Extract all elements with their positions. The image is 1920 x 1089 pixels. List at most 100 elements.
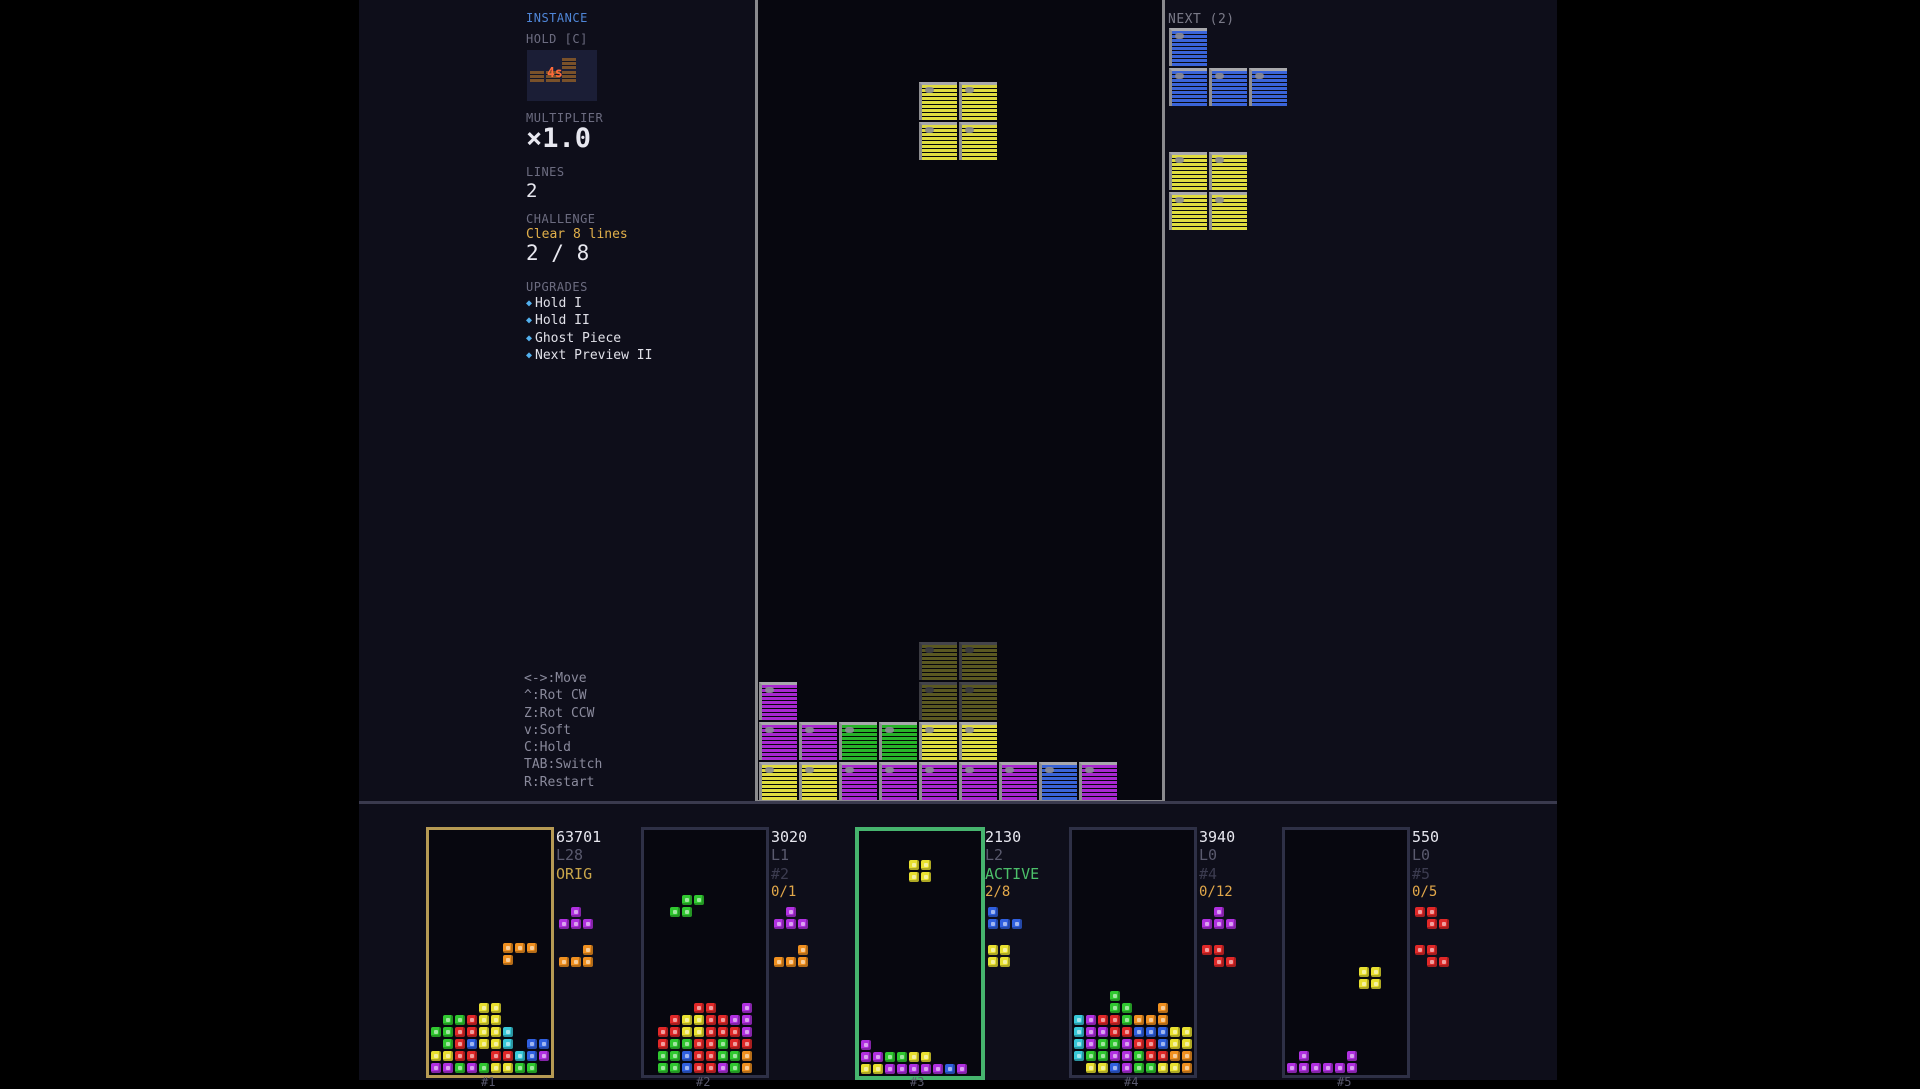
mini-next-block: [1214, 945, 1224, 955]
locked-block: [919, 722, 957, 760]
mini-block: [1086, 1039, 1096, 1049]
locked-block: [799, 762, 837, 800]
mini-next-block: [1427, 919, 1437, 929]
mini-block: [479, 1027, 489, 1037]
instance-tag: #4: [1199, 865, 1218, 883]
mini-block: [443, 1039, 453, 1049]
main-board[interactable]: [755, 0, 1165, 803]
mini-block: [694, 895, 704, 905]
mini-block: [1158, 1003, 1168, 1013]
mini-next-block: [1427, 907, 1437, 917]
mini-block: [503, 943, 513, 953]
mini-block: [694, 1027, 704, 1037]
mini-block: [503, 1027, 513, 1037]
mini-block: [503, 1039, 513, 1049]
instance-score: 3940: [1199, 828, 1236, 846]
mini-block: [1158, 1039, 1168, 1049]
instance-number: #5: [1337, 1075, 1352, 1089]
mini-block: [1110, 1027, 1120, 1037]
mini-block: [1359, 967, 1369, 977]
mini-block: [1134, 1051, 1144, 1061]
mini-block: [718, 1039, 728, 1049]
mini-block: [909, 860, 919, 870]
mini-block: [718, 1063, 728, 1073]
falling-block: [959, 122, 997, 160]
mini-block: [885, 1052, 895, 1062]
instance-board-5[interactable]: [1282, 827, 1410, 1078]
instance-board-4[interactable]: [1069, 827, 1197, 1078]
mini-block: [491, 1003, 501, 1013]
mini-next-block: [1000, 919, 1010, 929]
hold-box[interactable]: 4s: [527, 50, 597, 101]
divider: [359, 801, 1557, 804]
mini-block: [1335, 1063, 1345, 1073]
hold-label: HOLD [C]: [526, 32, 588, 46]
next-piece-block: [1249, 68, 1287, 106]
mini-block: [658, 1051, 668, 1061]
locked-block: [1079, 762, 1117, 800]
mini-block: [1098, 1027, 1108, 1037]
upgrade-item: ◆ Hold II: [526, 313, 590, 329]
mini-block: [730, 1039, 740, 1049]
upgrade-item: ◆ Next Preview II: [526, 348, 653, 364]
mini-block: [467, 1027, 477, 1037]
mini-block: [897, 1064, 907, 1074]
mini-block: [921, 1052, 931, 1062]
mini-block: [694, 1063, 704, 1073]
instance-score: 2130: [985, 828, 1022, 846]
mini-block: [730, 1027, 740, 1037]
mini-block: [1110, 1003, 1120, 1013]
mini-block: [670, 1027, 680, 1037]
mini-block: [682, 907, 692, 917]
control-hint: <->:Move: [524, 671, 587, 686]
mini-block: [909, 1064, 919, 1074]
instance-board-2[interactable]: [641, 827, 769, 1078]
mini-block: [730, 1063, 740, 1073]
mini-block: [682, 1027, 692, 1037]
mini-block: [718, 1051, 728, 1061]
mini-block: [1110, 1039, 1120, 1049]
next-piece-block: [1209, 152, 1247, 190]
locked-block: [759, 682, 797, 720]
mini-block: [670, 1015, 680, 1025]
mini-next-block: [1202, 945, 1212, 955]
mini-block: [443, 1051, 453, 1061]
mini-block: [682, 1051, 692, 1061]
mini-block: [921, 860, 931, 870]
mini-next-block: [988, 919, 998, 929]
mini-block: [682, 895, 692, 905]
challenge-label: CHALLENGE: [526, 212, 596, 226]
mini-block: [706, 1015, 716, 1025]
instance-tag: #5: [1412, 865, 1431, 883]
mini-block: [1074, 1015, 1084, 1025]
mini-next-block: [571, 919, 581, 929]
mini-block: [706, 1027, 716, 1037]
instance-board-1[interactable]: [426, 827, 554, 1078]
mini-block: [455, 1039, 465, 1049]
mini-next-block: [786, 919, 796, 929]
next-piece-block: [1209, 192, 1247, 230]
controls-help: <->:Move ^:Rot CW Z:Rot CCW v:Soft C:Hol…: [524, 671, 602, 792]
instance-score: 63701: [556, 828, 602, 846]
mini-block: [1323, 1063, 1333, 1073]
mini-block: [1311, 1063, 1321, 1073]
mini-next-block: [1012, 919, 1022, 929]
mini-block: [503, 1063, 513, 1073]
mini-block: [1134, 1015, 1144, 1025]
mini-block: [455, 1051, 465, 1061]
instance-board-3[interactable]: [855, 827, 985, 1080]
diamond-icon: ◆: [526, 332, 533, 344]
mini-block: [1074, 1039, 1084, 1049]
instance-tag: ORIG: [556, 865, 593, 883]
locked-block: [839, 762, 877, 800]
mini-block: [706, 1063, 716, 1073]
mini-block: [1122, 1063, 1132, 1073]
instance-level: L0: [1412, 846, 1431, 864]
mini-next-block: [1415, 907, 1425, 917]
mini-next-block: [988, 907, 998, 917]
mini-next-block: [1214, 907, 1224, 917]
locked-block: [959, 722, 997, 760]
mini-block: [1287, 1063, 1297, 1073]
next-piece-block: [1209, 68, 1247, 106]
mini-block: [491, 1063, 501, 1073]
